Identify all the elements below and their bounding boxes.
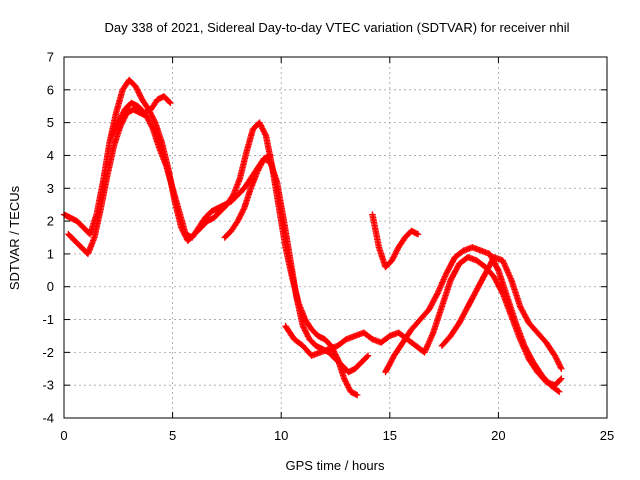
x-tick-label: 20 (491, 428, 505, 443)
series-track-c (108, 93, 174, 139)
y-tick-label: 0 (47, 279, 54, 294)
y-tick-label: 6 (47, 82, 54, 97)
y-tick-label: -3 (42, 378, 54, 393)
y-tick-label: 1 (47, 246, 54, 261)
axis-ticks: -4 -3 -2 -1 0 1 2 3 4 5 6 7 0 5 10 15 20 25 (42, 50, 614, 444)
y-tick-label: 5 (47, 115, 54, 130)
series-markers (369, 211, 422, 271)
plot-frame (63, 56, 608, 419)
series-track-f (282, 253, 565, 389)
x-tick-label: 0 (60, 428, 67, 443)
series-track-d (221, 152, 274, 241)
data-points (60, 76, 565, 399)
series-markers (438, 253, 565, 372)
x-tick-label: 10 (274, 428, 288, 443)
series-markers (108, 93, 174, 139)
chart-title: Day 338 of 2021, Sidereal Day-to-day VTE… (104, 20, 569, 35)
y-tick-label: -1 (42, 312, 54, 327)
series-track-b (65, 106, 372, 376)
series-markers (221, 152, 274, 241)
x-tick-label: 5 (169, 428, 176, 443)
y-tick-label: 2 (47, 214, 54, 229)
x-tick-label: 25 (600, 428, 614, 443)
x-axis-label: GPS time / hours (286, 458, 385, 473)
y-tick-label: -4 (42, 411, 54, 426)
y-axis-label: SDTVAR / TECUs (7, 185, 22, 290)
y-tick-label: -2 (42, 345, 54, 360)
series-markers (60, 76, 361, 399)
y-tick-label: 4 (47, 148, 54, 163)
series-markers (282, 253, 565, 389)
series-track-h (438, 253, 565, 372)
series-track-e (369, 211, 422, 271)
series-markers (65, 106, 372, 376)
x-tick-label: 15 (383, 428, 397, 443)
y-tick-label: 3 (47, 181, 54, 196)
series-track-a (60, 76, 361, 399)
y-tick-label: 7 (47, 50, 54, 65)
